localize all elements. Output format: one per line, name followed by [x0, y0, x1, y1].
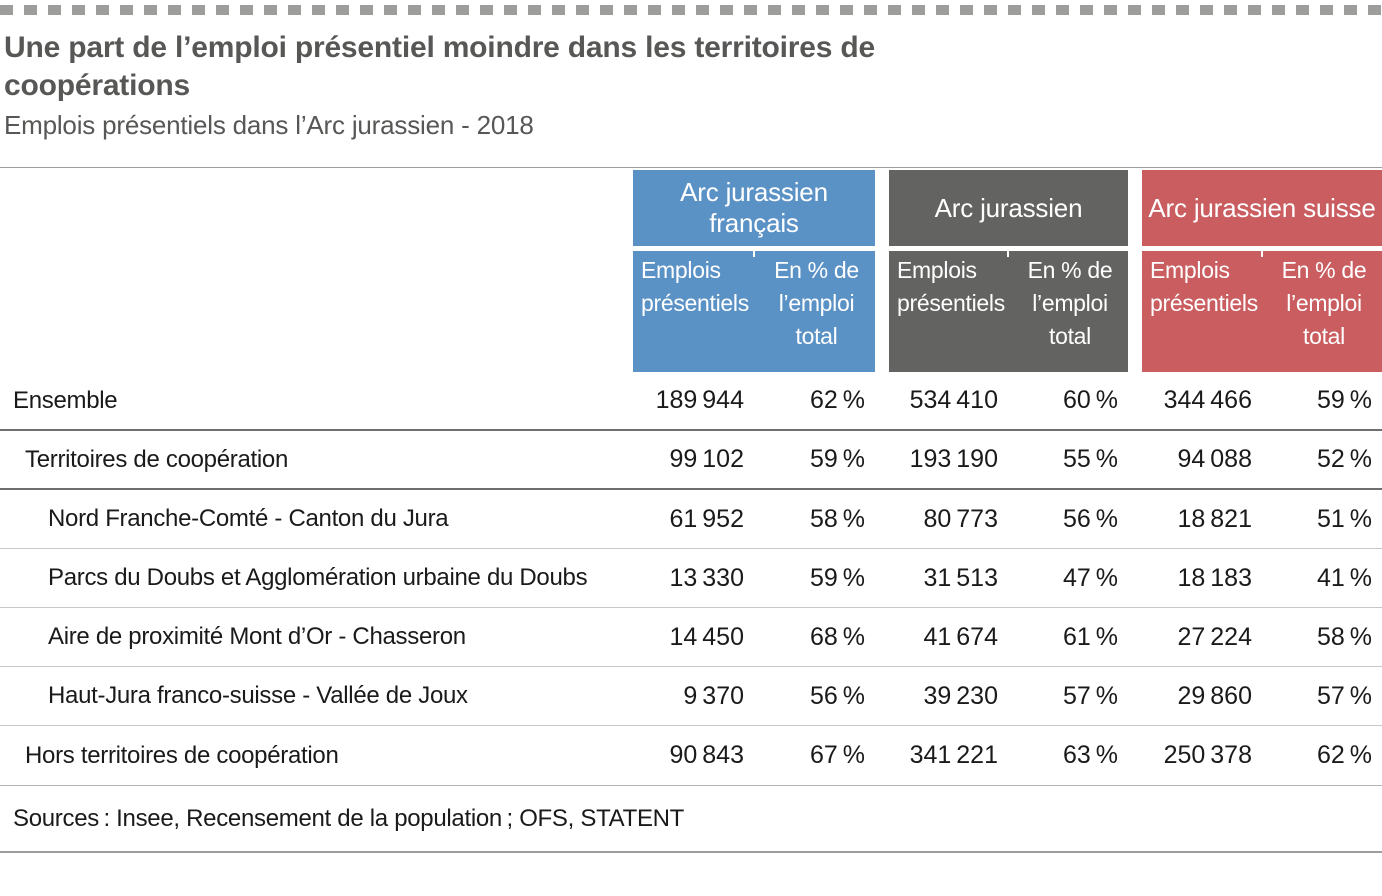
cell-value: 341 221: [909, 741, 999, 769]
cell-value: 67 %: [809, 741, 865, 769]
table-header: Arc jurassien français Arc jurassien Arc…: [0, 167, 1382, 372]
cell-value: 62 %: [1316, 741, 1372, 769]
cell-value: 94 088: [1177, 445, 1252, 473]
row-label: Ensemble: [13, 386, 118, 414]
subheader-fr-pct: En % de l’emploi total: [753, 251, 875, 372]
column-subheader-row: Emplois présentiels En % de l’emploi tot…: [0, 251, 1382, 372]
page-title-line1: Une part de l’emploi présentiel moindre …: [4, 31, 875, 64]
column-group-arc-jurassien-francais: Arc jurassien français: [633, 170, 875, 246]
cell-value: 189 944: [655, 386, 745, 414]
cell-value: 61 %: [1062, 622, 1118, 651]
cell-value: 14 450: [669, 622, 744, 651]
page-subtitle: Emplois présentiels dans l’Arc jurassien…: [4, 110, 534, 140]
cell-value: 57 %: [1062, 681, 1118, 710]
table-row-territoires-cooperation: Territoires de coopération 99 102 59 % 1…: [0, 431, 1382, 490]
cell-value: 59 %: [809, 563, 865, 592]
cell-value: 57 %: [1316, 681, 1372, 710]
cell-value: 27 224: [1177, 622, 1252, 651]
cell-value: 59 %: [809, 445, 865, 473]
sources-note: Sources : Insee, Recensement de la popul…: [0, 785, 1382, 853]
cell-value: 41 %: [1316, 563, 1372, 592]
subheader-aj-emplois: Emplois présentiels: [889, 251, 1008, 372]
cell-value: 41 674: [923, 622, 998, 651]
cell-value: 56 %: [1062, 504, 1118, 533]
cell-value: 39 230: [923, 681, 998, 710]
cell-value: 9 370: [683, 681, 744, 710]
cell-value: 193 190: [909, 445, 999, 473]
cell-value: 80 773: [923, 504, 998, 533]
table-row-aire-mont-dor: Aire de proximité Mont d’Or - Chasseron …: [0, 608, 1382, 667]
dashed-top-border: [0, 5, 1382, 15]
cell-value: 51 %: [1316, 504, 1372, 533]
cell-value: 61 952: [669, 504, 744, 533]
page-title: Une part de l’emploi présentiel moindre …: [4, 29, 1378, 105]
cell-value: 344 466: [1163, 386, 1253, 414]
cell-value: 55 %: [1062, 445, 1118, 473]
cell-value: 63 %: [1062, 741, 1118, 769]
cell-value: 534 410: [909, 386, 999, 414]
cell-value: 56 %: [809, 681, 865, 710]
cell-value: 250 378: [1163, 741, 1253, 769]
row-label: Hors territoires de coopération: [25, 741, 339, 769]
cell-value: 59 %: [1316, 386, 1372, 414]
row-label: Haut-Jura franco-suisse - Vallée de Joux: [48, 682, 468, 709]
row-label: Territoires de coopération: [25, 445, 289, 473]
cell-value: 58 %: [1316, 622, 1372, 651]
subheader-fr-emplois: Emplois présentiels: [633, 251, 754, 372]
column-group-arc-jurassien-suisse: Arc jurassien suisse: [1142, 170, 1382, 246]
table-row-parcs-du-doubs: Parcs du Doubs et Agglomération urbaine …: [0, 549, 1382, 608]
cell-value: 29 860: [1177, 681, 1252, 710]
cell-value: 31 513: [923, 563, 998, 592]
row-label: Aire de proximité Mont d’Or - Chasseron: [48, 623, 466, 650]
row-label: Parcs du Doubs et Agglomération urbaine …: [48, 564, 588, 591]
subheader-aj-pct: En % de l’emploi total: [1007, 251, 1128, 372]
cell-value: 47 %: [1062, 563, 1118, 592]
table-row-ensemble: Ensemble 189 944 62 % 534 410 60 % 344 4…: [0, 372, 1382, 431]
cell-value: 90 843: [669, 741, 744, 769]
cell-value: 52 %: [1316, 445, 1372, 473]
cell-value: 58 %: [809, 504, 865, 533]
row-label: Nord Franche-Comté - Canton du Jura: [48, 505, 449, 532]
column-group-arc-jurassien: Arc jurassien: [889, 170, 1128, 246]
subheader-ch-pct: En % de l’emploi total: [1261, 251, 1382, 372]
cell-value: 99 102: [669, 445, 744, 473]
table-body: Ensemble 189 944 62 % 534 410 60 % 344 4…: [0, 372, 1382, 785]
cell-value: 68 %: [809, 622, 865, 651]
column-group-row: Arc jurassien français Arc jurassien Arc…: [0, 170, 1382, 246]
page-title-line2: coopérations: [4, 69, 190, 102]
cell-value: 60 %: [1062, 386, 1118, 414]
table-row-nord-franche-comte: Nord Franche-Comté - Canton du Jura 61 9…: [0, 490, 1382, 549]
cell-value: 18 821: [1177, 504, 1252, 533]
cell-value: 13 330: [669, 563, 744, 592]
table-row-haut-jura: Haut-Jura franco-suisse - Vallée de Joux…: [0, 667, 1382, 726]
cell-value: 18 183: [1177, 563, 1252, 592]
table-row-hors-territoires: Hors territoires de coopération 90 843 6…: [0, 726, 1382, 785]
cell-value: 62 %: [809, 386, 865, 414]
subheader-ch-emplois: Emplois présentiels: [1142, 251, 1262, 372]
